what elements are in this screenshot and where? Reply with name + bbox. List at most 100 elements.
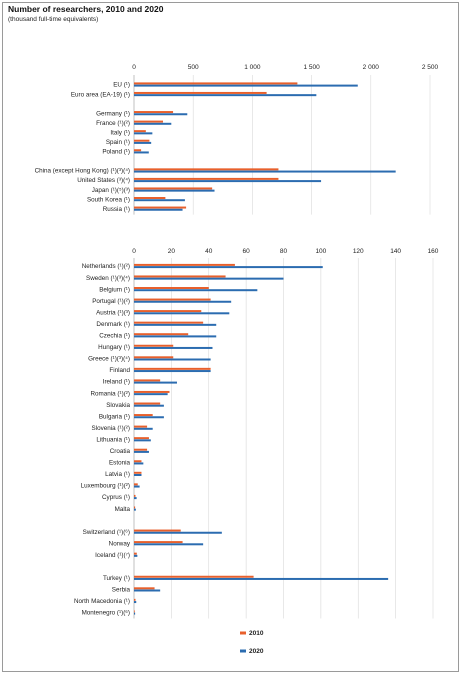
bottom-category-label: Luxembourg (¹)(²): [81, 483, 130, 490]
bottom-bar-2020: [134, 508, 136, 511]
top-tick-label: 1 500: [303, 64, 320, 71]
bottom-category-label: Portugal (¹)(²): [92, 298, 130, 305]
top-tick-label: 0: [132, 64, 136, 71]
top-bar-2020: [134, 84, 358, 87]
bottom-category-label: Denmark (¹): [96, 321, 130, 328]
bottom-tick-label: 20: [168, 248, 176, 255]
bottom-bar-2010: [134, 506, 136, 509]
bottom-tick-label: 0: [132, 248, 136, 255]
bottom-bar-2020: [134, 312, 230, 315]
legend-label-2020: 2020: [249, 648, 264, 655]
bottom-bar-2020: [134, 612, 136, 615]
bottom-bar-2020: [134, 266, 323, 269]
bottom-category-label: North Macedonia (¹): [74, 598, 130, 605]
bottom-bar-2010: [134, 425, 148, 428]
bottom-bar-2010: [134, 379, 161, 382]
bottom-bar-2020: [134, 601, 137, 604]
bottom-category-label: Bulgaria (¹): [99, 413, 130, 420]
bottom-bar-2010: [134, 610, 135, 613]
top-bar-2020: [134, 151, 149, 154]
bottom-tick-label: 140: [390, 248, 401, 255]
bottom-category-label: Estonia: [109, 460, 131, 467]
bottom-category-label: Iceland (¹)(⁷): [95, 552, 130, 559]
bottom-bar-2010: [134, 310, 202, 313]
top-bar-2010: [134, 139, 150, 142]
legend-swatch-2010: [240, 631, 246, 635]
bottom-category-label: Sweden (¹)(³)(⁴): [86, 275, 130, 282]
top-bar-2020: [134, 189, 215, 192]
bottom-category-label: Slovakia: [106, 402, 130, 409]
bottom-bar-2010: [134, 321, 204, 324]
bottom-bar-2010: [134, 598, 136, 601]
bottom-category-label: Serbia: [112, 587, 131, 594]
bottom-bar-2020: [134, 404, 164, 407]
bottom-bar-2010: [134, 356, 174, 359]
top-bar-2010: [134, 149, 142, 152]
bottom-category-label: Hungary (¹): [98, 344, 130, 351]
bottom-tick-label: 160: [428, 248, 439, 255]
bottom-bar-2020: [134, 277, 284, 280]
bottom-category-label: Turkey (¹): [103, 575, 130, 582]
bottom-category-label: Czechia (¹): [99, 333, 130, 340]
bottom-category-label: Latvia (¹): [105, 471, 130, 478]
bottom-category-label: Malta: [115, 506, 131, 513]
bottom-bar-2020: [134, 531, 222, 534]
bottom-bar-2020: [134, 462, 144, 465]
legend-label-2010: 2010: [249, 630, 264, 637]
top-category-label: Germany (¹): [96, 110, 130, 117]
top-category-label: Italy (¹): [110, 129, 130, 136]
bottom-category-label: Austria (¹)(³): [96, 309, 130, 316]
top-category-label: France (¹)(²): [96, 120, 130, 127]
bottom-bar-2020: [134, 346, 213, 349]
bottom-bar-2020: [134, 370, 211, 373]
bottom-bar-2010: [134, 390, 170, 393]
bottom-category-label: Finland: [109, 367, 130, 374]
bottom-bar-2020: [134, 450, 149, 453]
bottom-category-label: Cyprus (¹): [102, 494, 130, 501]
bottom-bar-2010: [134, 367, 211, 370]
bottom-bar-2010: [134, 541, 183, 544]
bottom-bar-2020: [134, 300, 232, 303]
bottom-category-label: Montenegro (¹)(⁶): [82, 610, 130, 617]
top-bar-2010: [134, 111, 174, 114]
top-bar-2010: [134, 177, 279, 180]
bottom-tick-label: 60: [243, 248, 251, 255]
bottom-bar-2010: [134, 287, 209, 289]
bottom-tick-label: 40: [205, 248, 213, 255]
top-bar-2010: [134, 206, 187, 209]
figure-frame: [2, 2, 459, 672]
bottom-category-label: Belgium (¹): [99, 286, 130, 293]
bottom-bar-2010: [134, 333, 189, 336]
bottom-bar-2010: [134, 344, 174, 347]
bottom-bar-2020: [134, 289, 258, 292]
top-category-label: United States (³)(⁴): [77, 177, 130, 184]
bottom-bar-2010: [134, 448, 148, 451]
bottom-bar-2010: [134, 263, 235, 266]
bottom-bar-2010: [134, 275, 226, 278]
top-bar-2020: [134, 199, 185, 202]
top-bar-2020: [134, 113, 188, 116]
top-category-label: Poland (¹): [102, 149, 130, 156]
bottom-tick-label: 80: [280, 248, 288, 255]
bottom-category-label: Greece (¹)(³)(⁴): [88, 356, 130, 363]
top-category-label: Russia (¹): [103, 206, 130, 213]
top-category-label: EU (¹): [113, 82, 130, 89]
top-bar-2020: [134, 180, 322, 183]
bottom-bar-2010: [134, 483, 138, 486]
bottom-category-label: Netherlands (¹)(²): [82, 263, 130, 270]
top-bar-2020: [134, 132, 153, 135]
bottom-bar-2020: [134, 323, 217, 326]
top-bar-2020: [134, 208, 183, 211]
top-bar-2010: [134, 187, 213, 190]
top-bar-2020: [134, 94, 317, 97]
chart-title: Number of researchers, 2010 and 2020: [8, 4, 164, 14]
bottom-bar-2010: [134, 529, 181, 532]
bottom-bar-2010: [134, 437, 149, 440]
top-bar-2020: [134, 122, 172, 125]
bottom-bar-2010: [134, 494, 136, 497]
top-tick-label: 500: [188, 64, 199, 71]
bottom-bar-2010: [134, 298, 211, 301]
bottom-category-label: Norway: [109, 540, 131, 547]
bottom-bar-2020: [134, 439, 151, 442]
